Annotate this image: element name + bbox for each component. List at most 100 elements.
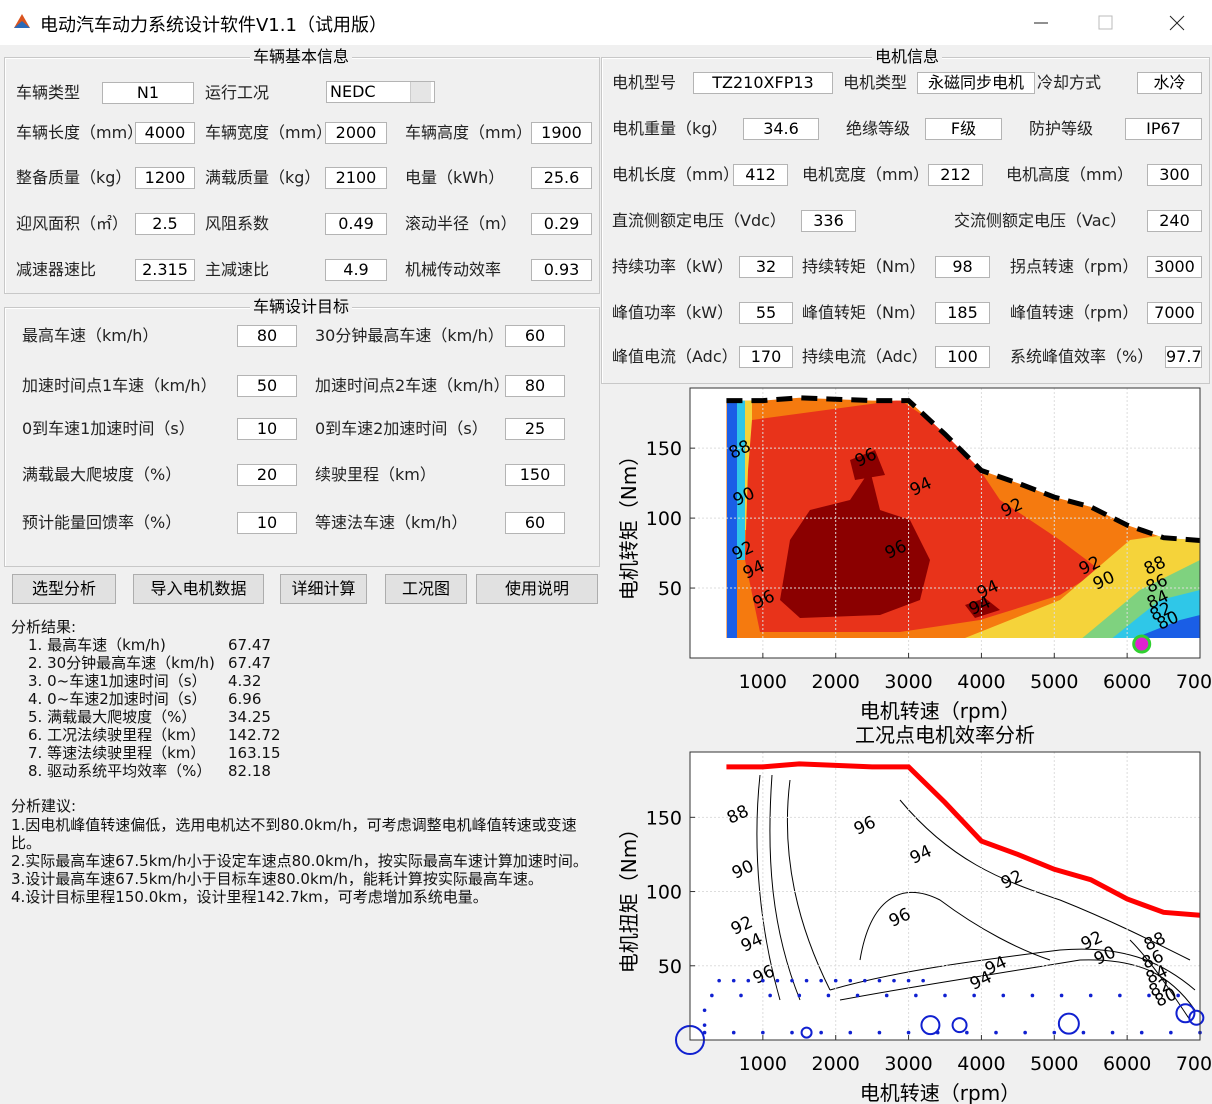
- text-input[interactable]: 170: [739, 346, 793, 368]
- field-label: 绝缘等级: [846, 119, 911, 138]
- text-input[interactable]: 55: [739, 302, 793, 324]
- x-tick-label: 4000: [957, 671, 1005, 693]
- button[interactable]: 导入电机数据: [133, 574, 264, 604]
- text-input[interactable]: 0.49: [325, 213, 387, 235]
- text-input[interactable]: 1900: [531, 122, 592, 144]
- text-input[interactable]: IP67: [1125, 118, 1202, 140]
- contour-fill: [780, 470, 930, 618]
- operating-point: [1118, 993, 1122, 998]
- text-input[interactable]: 150: [505, 464, 565, 486]
- weighted-point: [800, 1026, 813, 1039]
- field-label: 机械传动效率: [405, 260, 502, 279]
- text-input[interactable]: 10: [237, 418, 297, 440]
- text-input[interactable]: 20: [237, 464, 297, 486]
- field-label: 电机型号: [612, 73, 677, 92]
- text-input[interactable]: 300: [1147, 164, 1202, 186]
- window-title: 电动汽车动力系统设计软件V1.1（试用版）: [40, 15, 387, 36]
- text-input[interactable]: 60: [505, 325, 565, 347]
- field-label: 电机长度（mm）: [612, 165, 740, 184]
- contour-line: [839, 959, 1196, 1011]
- text-input[interactable]: 50: [237, 375, 297, 397]
- field-label: 预计能量回馈率（%）: [22, 513, 182, 532]
- text-input[interactable]: 2.5: [135, 213, 195, 235]
- operating-point: [731, 1030, 736, 1035]
- operating-point: [906, 978, 911, 983]
- operating-point: [848, 1030, 853, 1035]
- operating-point: [994, 1030, 998, 1035]
- text-input[interactable]: 1200: [135, 167, 195, 189]
- field-label: 等速法车速（km/h）: [315, 513, 468, 532]
- dropdown[interactable]: NEDC: [326, 81, 435, 103]
- field-label: 车辆高度（mm）: [405, 123, 533, 142]
- button[interactable]: 详细计算: [280, 574, 367, 604]
- field-label: 峰值功率（kW）: [612, 303, 734, 322]
- y-tick-label: 100: [646, 508, 682, 530]
- window-controls[interactable]: [1020, 10, 1200, 36]
- operating-point: [848, 978, 853, 983]
- operating-point: [884, 993, 889, 998]
- axes-box: [689, 751, 1201, 1041]
- field-label: 主减速比: [205, 260, 270, 279]
- text-input[interactable]: 永磁同步电机: [917, 72, 1035, 94]
- result-value: 163.15: [228, 744, 281, 762]
- text-input[interactable]: 25.6: [531, 167, 592, 189]
- text-input[interactable]: 212: [928, 164, 983, 186]
- text-input[interactable]: 7000: [1147, 302, 1202, 324]
- field-label: 满载质量（kg）: [205, 168, 321, 187]
- text-input[interactable]: 4000: [135, 122, 195, 144]
- text-input[interactable]: 336: [801, 210, 856, 232]
- contour-fill: [737, 397, 745, 560]
- advice-title: 分析建议:: [11, 797, 77, 815]
- text-input[interactable]: 2100: [325, 167, 387, 189]
- contour-fill: [1130, 615, 1200, 638]
- torque-curve: [726, 761, 1201, 918]
- button[interactable]: 使用说明: [476, 574, 598, 604]
- field-label: 拐点转速（rpm）: [1010, 257, 1139, 276]
- text-input[interactable]: 2.315: [135, 259, 195, 281]
- text-input[interactable]: 2000: [325, 122, 387, 144]
- text-input[interactable]: 412: [733, 164, 788, 186]
- text-input[interactable]: 0.93: [531, 259, 592, 281]
- torque-curve: [726, 395, 1201, 543]
- text-input[interactable]: 185: [935, 302, 990, 324]
- text-input[interactable]: 3000: [1147, 256, 1202, 278]
- operating-point: [1147, 993, 1151, 998]
- operating-point: [877, 978, 882, 983]
- text-input[interactable]: 25: [505, 418, 565, 440]
- operating-point: [826, 993, 831, 998]
- operating-point: [819, 1030, 823, 1035]
- operating-point: [739, 993, 743, 998]
- x-tick-label: 7000: [1176, 1053, 1212, 1075]
- text-input[interactable]: 60: [505, 512, 565, 534]
- weighted-point: [951, 1017, 968, 1034]
- operating-point: [877, 1030, 882, 1035]
- field-label: 车辆长度（mm）: [16, 123, 144, 142]
- text-input[interactable]: 34.6: [743, 118, 819, 140]
- result-label: 3. 0~车速1加速时间（s）: [28, 672, 207, 690]
- text-input[interactable]: F级: [925, 118, 1002, 140]
- button[interactable]: 选型分析: [12, 574, 116, 604]
- field-label: 直流侧额定电压（Vdc）: [612, 211, 786, 230]
- text-input[interactable]: 97.7: [1165, 346, 1202, 368]
- field-label: 迎风面积（㎡）: [16, 214, 129, 233]
- field-label: 加速时间点1车速（km/h）: [22, 376, 217, 395]
- text-input[interactable]: 水冷: [1137, 72, 1202, 94]
- text-input[interactable]: 98: [935, 256, 990, 278]
- text-input[interactable]: N1: [102, 82, 194, 104]
- weighted-point: [1175, 1003, 1196, 1024]
- text-input[interactable]: 80: [505, 375, 565, 397]
- text-input[interactable]: 0.29: [531, 213, 592, 235]
- text-input[interactable]: 100: [935, 346, 990, 368]
- text-input[interactable]: 10: [237, 512, 297, 534]
- button[interactable]: 工况图: [385, 574, 467, 604]
- operating-point: [833, 978, 838, 983]
- text-input[interactable]: 32: [739, 256, 793, 278]
- text-input[interactable]: 4.9: [325, 259, 387, 281]
- operating-point: [892, 978, 896, 983]
- text-input[interactable]: 80: [237, 325, 297, 347]
- operating-point: [1030, 993, 1035, 998]
- x-axis-label: 电机转速（rpm）: [860, 699, 1020, 723]
- text-input[interactable]: 240: [1147, 210, 1202, 232]
- text-input[interactable]: TZ210XFP13: [693, 72, 833, 94]
